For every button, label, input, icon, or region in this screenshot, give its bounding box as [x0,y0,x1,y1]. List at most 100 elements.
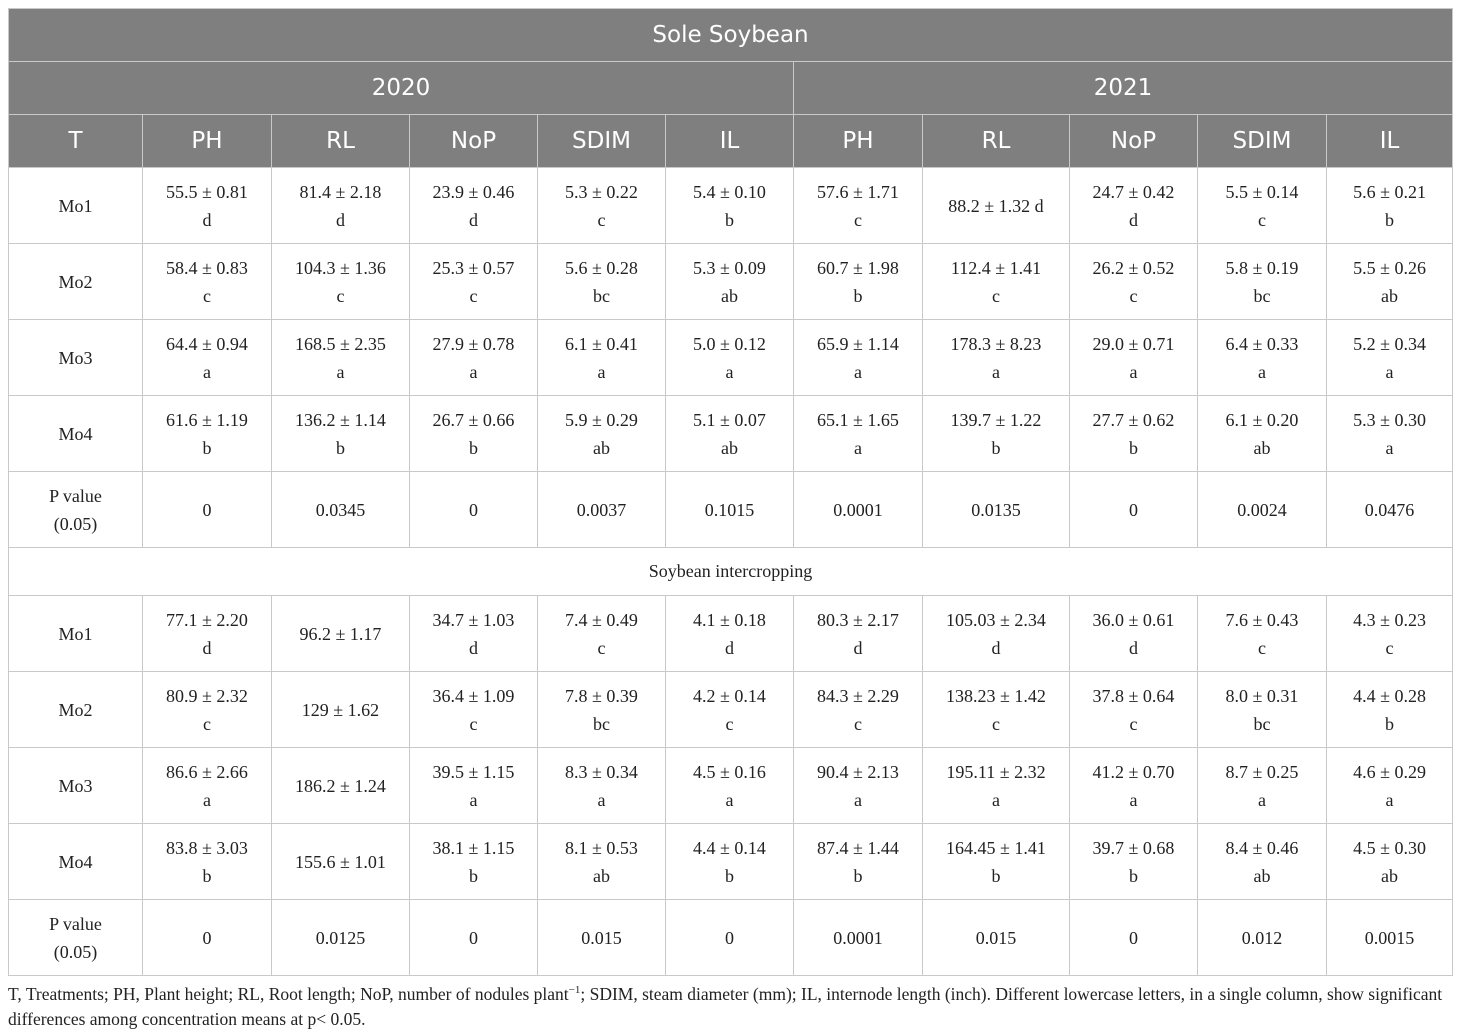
cell-significance-letter: d [336,209,345,230]
cell-value: 7.6 ± 0.43 [1225,609,1299,630]
cell-value: 0.0125 [315,927,366,948]
year-2020-header: 2020 [8,61,794,115]
cell-value: 0.0345 [315,499,366,520]
value-cell: 90.4 ± 2.13 a [793,747,923,824]
treatment-cell: Mo4 [8,823,143,900]
table-row: P value (0.05) 0 0.0345 0 0.0037 0.1015 0.0001 0… [8,471,1454,548]
cell-value: 37.8 ± 0.64 [1092,685,1175,706]
value-cell: 139.7 ± 1.22 b [922,395,1070,472]
cell-value: 5.0 ± 0.12 [693,333,766,354]
cell-value: 57.6 ± 1.71 [817,181,899,202]
cell-significance-letter: b [336,437,345,458]
cell-significance-letter: a [992,789,1000,810]
value-cell: 26.2 ± 0.52 c [1069,243,1198,320]
value-cell: 34.7 ± 1.03 d [409,595,538,672]
cell-significance-letter: c [854,209,862,230]
cell-value: 0.0135 [971,499,1021,520]
value-cell: 178.3 ± 8.23 a [922,319,1070,396]
cell-value: 139.7 ± 1.22 [950,409,1042,430]
cell-value: 24.7 ± 0.42 [1092,181,1175,202]
cell-significance-letter: bc [1253,285,1271,306]
cell-value: 88.2 ± 1.32 d [948,195,1044,216]
treatment-label: P value [49,913,102,934]
column-header-rl-2021: RL [922,114,1070,168]
treatment-cell: Mo1 [8,595,143,672]
value-cell: 80.9 ± 2.32 c [142,671,272,748]
value-cell: 168.5 ± 2.35 a [271,319,410,396]
cell-significance-letter: d [469,209,478,230]
column-header-ph-2021: PH [793,114,923,168]
value-cell: 8.7 ± 0.25 a [1197,747,1327,824]
cell-value: 84.3 ± 2.29 [817,685,899,706]
cell-significance-letter: a [1258,789,1266,810]
cell-value: 34.7 ± 1.03 [432,609,515,630]
value-cell: 36.4 ± 1.09 c [409,671,538,748]
cell-value: 5.5 ± 0.26 [1353,257,1426,278]
value-cell: 0 [409,899,538,976]
cell-significance-letter: d [991,637,1001,658]
value-cell: 8.0 ± 0.31 bc [1197,671,1327,748]
cell-value: 195.11 ± 2.32 [946,761,1046,782]
value-cell: 87.4 ± 1.44 b [793,823,923,900]
cell-value: 4.1 ± 0.18 [693,609,766,630]
value-cell: 64.4 ± 0.94 a [142,319,272,396]
cell-significance-letter: c [1385,637,1394,658]
cell-significance-letter: c [1129,713,1138,734]
value-cell: 112.4 ± 1.41 c [922,243,1070,320]
cell-significance-letter: b [469,437,478,458]
cell-significance-letter: a [336,361,345,382]
cell-value: 27.9 ± 0.78 [432,333,515,354]
value-cell: 105.03 ± 2.34 d [922,595,1070,672]
treatment-cell: P value (0.05) [8,899,143,976]
cell-significance-letter: b [1129,437,1138,458]
value-cell: 0.0037 [537,471,666,548]
value-cell: 88.2 ± 1.32 d [922,167,1070,244]
value-cell: 5.3 ± 0.09 ab [665,243,794,320]
treatment-cell: Mo3 [8,319,143,396]
table-row: Mo4 61.6 ± 1.19 b 136.2 ± 1.14 b 26.7 ± 0.66 b… [8,395,1454,472]
cell-value: 5.4 ± 0.10 [693,181,766,202]
cell-value: 90.4 ± 2.13 [817,761,899,782]
cell-value: 5.9 ± 0.29 [565,409,638,430]
cell-value: 0.012 [1241,927,1283,948]
cell-significance-letter: b [202,865,212,886]
cell-value: 87.4 ± 1.44 [817,837,899,858]
cell-significance-letter: c [203,713,211,734]
cell-value: 0 [202,927,212,948]
value-cell: 4.6 ± 0.29 a [1325,747,1454,824]
cell-value: 64.4 ± 0.94 [166,333,248,354]
value-cell: 27.9 ± 0.78 a [409,319,538,396]
cell-significance-letter: b [725,209,734,230]
cell-value: 29.0 ± 0.71 [1092,333,1175,354]
cell-significance-letter: a [597,361,606,382]
value-cell: 136.2 ± 1.14 b [271,395,410,472]
cell-significance-letter: c [336,285,345,306]
cell-value: 39.5 ± 1.15 [432,761,515,782]
cell-significance-letter: d [853,637,863,658]
value-cell: 83.8 ± 3.03 b [142,823,272,900]
value-cell: 4.5 ± 0.30 ab [1325,823,1454,900]
cell-significance-letter: b [991,437,1001,458]
cell-value: 0 [469,927,478,948]
cell-significance-letter: b [202,437,212,458]
cell-value: 55.5 ± 0.81 [166,181,248,202]
value-cell: 7.4 ± 0.49 c [537,595,666,672]
value-cell: 0.0015 [1325,899,1454,976]
column-header-ph-2020: PH [142,114,272,168]
value-cell: 5.4 ± 0.10 b [665,167,794,244]
value-cell: 25.3 ± 0.57 c [409,243,538,320]
value-cell: 0.0345 [271,471,410,548]
cell-value: 58.4 ± 0.83 [166,257,248,278]
value-cell: 39.7 ± 0.68 b [1069,823,1198,900]
cell-value: 65.9 ± 1.14 [817,333,899,354]
value-cell: 5.6 ± 0.21 b [1325,167,1454,244]
cell-significance-letter: ab [1253,865,1271,886]
table-title-row: Sole Soybean [7,8,1454,62]
value-cell: 0 [1069,471,1198,548]
value-cell: 0 [1069,899,1198,976]
cell-value: 7.8 ± 0.39 [565,685,638,706]
cell-value: 86.6 ± 2.66 [166,761,248,782]
value-cell: 4.4 ± 0.28 b [1325,671,1454,748]
treatment-label: Mo4 [58,851,93,872]
cell-significance-letter: a [597,789,606,810]
